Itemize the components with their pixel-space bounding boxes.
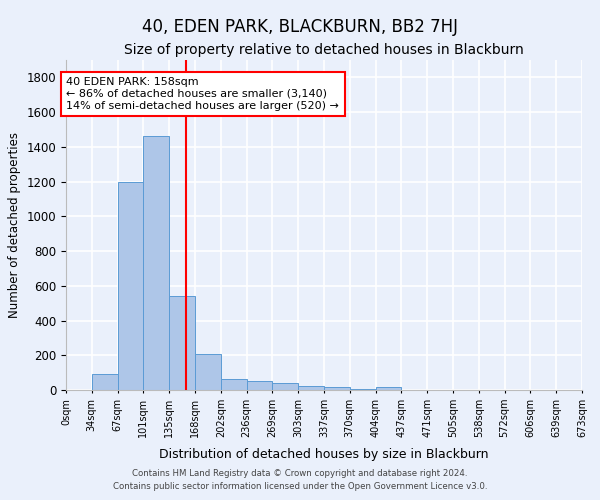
X-axis label: Distribution of detached houses by size in Blackburn: Distribution of detached houses by size … — [159, 448, 489, 461]
Text: Contains HM Land Registry data © Crown copyright and database right 2024.: Contains HM Land Registry data © Crown c… — [132, 468, 468, 477]
Bar — [92, 374, 118, 390]
Text: 40, EDEN PARK, BLACKBURN, BB2 7HJ: 40, EDEN PARK, BLACKBURN, BB2 7HJ — [142, 18, 458, 36]
Bar — [118, 182, 143, 390]
Bar — [298, 386, 324, 390]
Text: 40 EDEN PARK: 158sqm
← 86% of detached houses are smaller (3,140)
14% of semi-de: 40 EDEN PARK: 158sqm ← 86% of detached h… — [66, 78, 339, 110]
Bar — [221, 378, 247, 390]
Bar — [324, 386, 350, 390]
Bar — [272, 384, 298, 390]
Y-axis label: Number of detached properties: Number of detached properties — [8, 132, 21, 318]
Text: Contains public sector information licensed under the Open Government Licence v3: Contains public sector information licen… — [113, 482, 487, 491]
Title: Size of property relative to detached houses in Blackburn: Size of property relative to detached ho… — [124, 44, 524, 58]
Bar — [247, 382, 272, 390]
Bar — [376, 388, 401, 390]
Bar — [195, 354, 221, 390]
Bar — [143, 136, 169, 390]
Bar — [350, 388, 376, 390]
Bar — [169, 296, 195, 390]
